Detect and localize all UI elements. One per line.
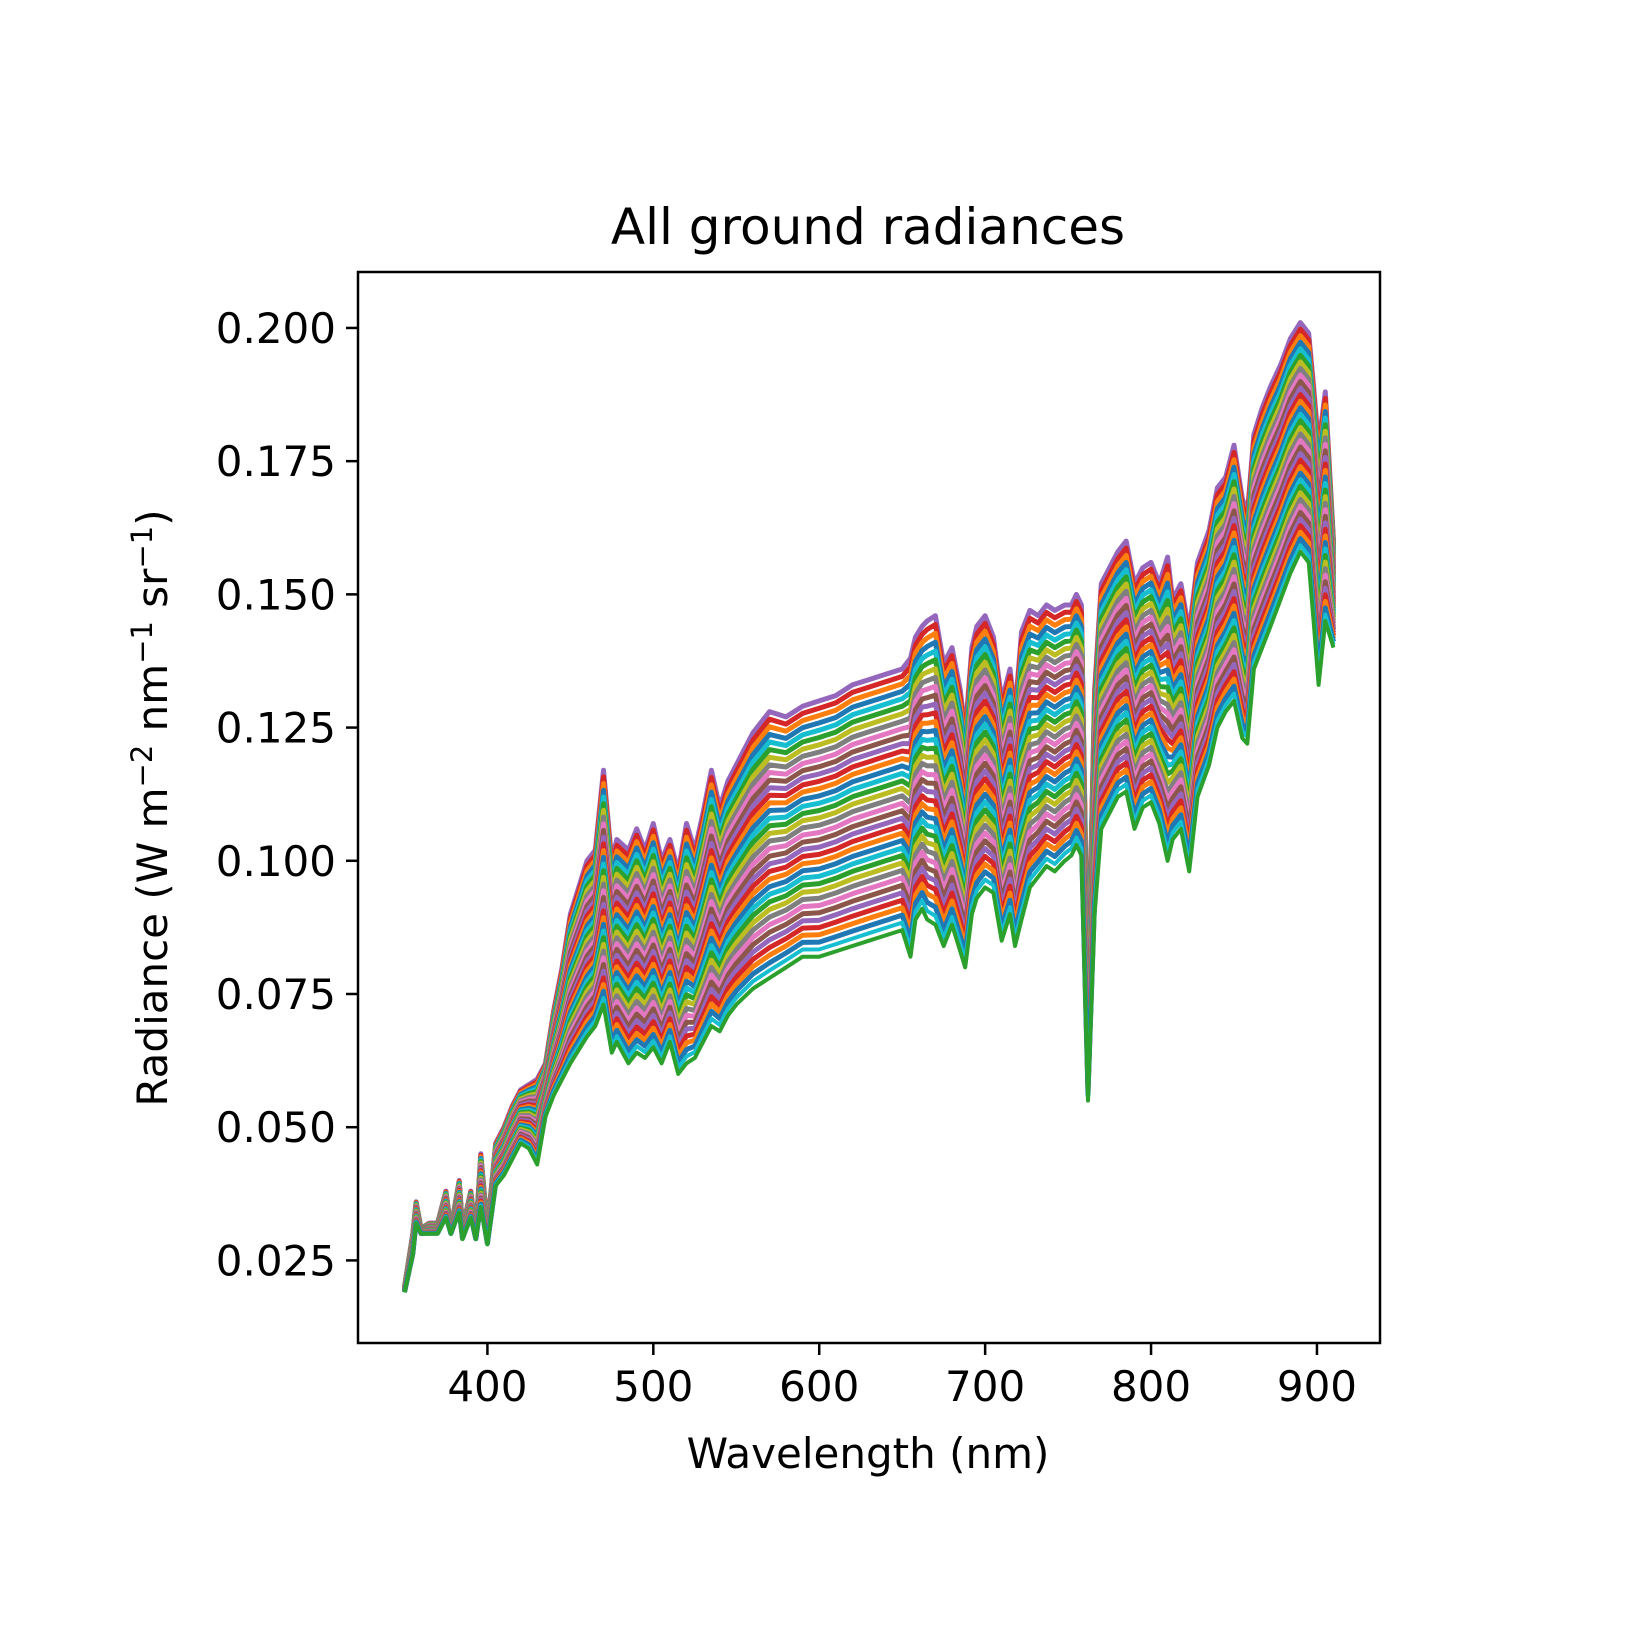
- y-tick-label: 0.050: [216, 1103, 336, 1152]
- x-axis: 400 500 600 700 800 900: [447, 1343, 1357, 1411]
- y-tick-label: 0.175: [216, 437, 336, 486]
- y-axis: 0.025 0.050 0.075 0.100 0.125 0.150 0.175 0.200: [216, 304, 358, 1285]
- y-axis-label-mid2: sr: [128, 568, 177, 621]
- series-layer: [402, 320, 1336, 1293]
- y-axis-label-exp1: −2: [125, 745, 159, 788]
- x-tick-label: 600: [779, 1362, 859, 1411]
- chart-title: All ground radiances: [611, 198, 1125, 256]
- y-tick-label: 0.125: [216, 704, 336, 753]
- x-tick-label: 500: [613, 1362, 693, 1411]
- y-axis-label-base: Radiance (W m: [128, 787, 177, 1106]
- y-tick-label: 0.100: [216, 837, 336, 886]
- y-axis-label: Radiance (W m−2 nm−1 sr−1): [125, 509, 177, 1106]
- y-tick-label: 0.075: [216, 970, 336, 1019]
- x-tick-label: 900: [1277, 1362, 1357, 1411]
- series-line-1: [402, 549, 1336, 1293]
- y-axis-label-exp2: −1: [125, 621, 159, 664]
- x-tick-label: 400: [447, 1362, 527, 1411]
- y-axis-label-end: ): [128, 509, 177, 525]
- y-tick-label: 0.200: [216, 304, 336, 353]
- y-tick-label: 0.025: [216, 1236, 336, 1285]
- x-tick-label: 700: [945, 1362, 1025, 1411]
- plot-frame: [356, 270, 1382, 1345]
- x-tick-label: 800: [1111, 1362, 1191, 1411]
- y-axis-label-exp3: −1: [125, 526, 159, 569]
- y-axis-label-mid: nm: [128, 664, 177, 745]
- x-axis-label: Wavelength (nm): [687, 1429, 1050, 1478]
- y-tick-label: 0.150: [216, 570, 336, 619]
